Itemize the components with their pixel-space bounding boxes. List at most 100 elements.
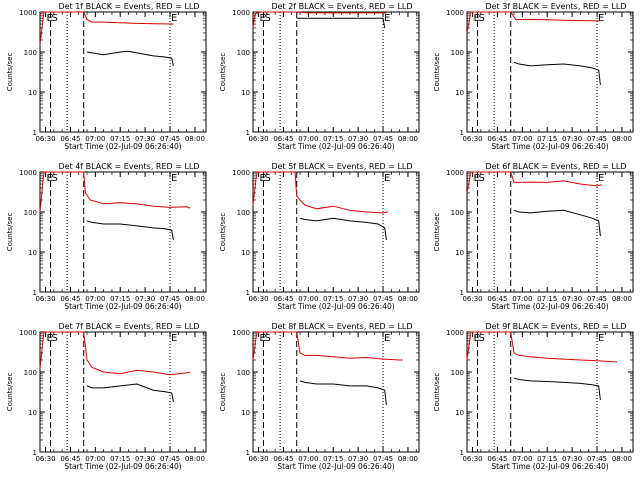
x-tick-label: 07:30 (562, 295, 582, 303)
event-marker-label: S (479, 333, 485, 344)
x-axis-label: Start Time (02-Jul-09 06:26:40) (277, 302, 394, 311)
x-tick-label: 07:00 (298, 135, 318, 143)
event-marker-label: S (265, 333, 271, 344)
event-marker-label: E (384, 333, 390, 344)
event-marker-label: S (265, 173, 271, 184)
y-axis-label: Counts/sec (6, 373, 14, 412)
series-line-lld (466, 171, 603, 193)
event-marker-label: E (260, 173, 266, 184)
x-axis-label: Start Time (02-Jul-09 06:26:40) (64, 462, 181, 471)
x-tick-label: 08:00 (612, 135, 632, 143)
x-tick-label: 06:30 (462, 295, 482, 303)
event-marker-label: S (479, 13, 485, 24)
y-tick-label: 1 (246, 289, 250, 297)
x-tick-label: 08:00 (612, 295, 632, 303)
x-tick-label: 06:30 (248, 135, 268, 143)
y-tick-label: 1000 (232, 169, 250, 177)
x-tick-label: 07:15 (110, 295, 130, 303)
event-marker-label: S (52, 333, 58, 344)
x-tick-label: 07:15 (323, 295, 343, 303)
series-line-lld (252, 171, 389, 214)
y-tick-label: 1000 (232, 329, 250, 337)
x-tick-label: 07:45 (373, 295, 393, 303)
y-tick-label: 100 (24, 369, 37, 377)
y-tick-label: 1000 (19, 169, 37, 177)
event-marker-label: E (598, 173, 604, 184)
y-tick-label: 10 (455, 249, 464, 257)
chart-panel-8: Det 8f BLACK = Events, RED = LLD 1 10 100 10… (219, 322, 420, 471)
plot-frame (39, 171, 207, 293)
y-tick-label: 10 (241, 409, 250, 417)
x-tick-label: 07:15 (110, 135, 130, 143)
x-tick-label: 07:00 (85, 135, 105, 143)
x-tick-label: 07:45 (587, 295, 607, 303)
y-tick-label: 1 (33, 129, 37, 137)
series-line-events (513, 209, 601, 237)
x-tick-label: 07:45 (160, 455, 180, 463)
y-tick-label: 10 (28, 249, 37, 257)
x-tick-label: 07:30 (562, 135, 582, 143)
y-axis-label: Counts/sec (433, 213, 441, 252)
series-line-lld (39, 11, 174, 46)
plot-frame (252, 11, 420, 133)
x-tick-label: 06:30 (248, 295, 268, 303)
x-tick-label: 07:30 (135, 135, 155, 143)
event-marker-label: E (474, 173, 480, 184)
x-tick-label: 06:45 (487, 455, 507, 463)
x-tick-label: 07:15 (537, 295, 557, 303)
y-tick-label: 1 (460, 449, 464, 457)
event-marker-label: E (171, 13, 177, 24)
y-axis-label: Counts/sec (219, 53, 227, 92)
chart-title: Det 7f BLACK = Events, RED = LLD (58, 322, 199, 331)
event-marker-label: E (171, 333, 177, 344)
chart-panel-2: Det 2f BLACK = Events, RED = LLD 1 10 100 10… (219, 2, 420, 151)
x-tick-label: 08:00 (185, 455, 205, 463)
x-tick-label: 06:45 (487, 295, 507, 303)
chart-panel-9: Det 9f BLACK = Events, RED = LLD 1 10 100 10… (433, 322, 634, 471)
y-tick-label: 1000 (446, 9, 464, 17)
x-tick-label: 07:15 (537, 135, 557, 143)
x-axis-label: Start Time (02-Jul-09 06:26:40) (277, 462, 394, 471)
y-tick-label: 100 (237, 49, 250, 57)
y-tick-label: 100 (451, 49, 464, 57)
x-tick-label: 07:45 (587, 135, 607, 143)
x-axis-label: Start Time (02-Jul-09 06:26:40) (491, 302, 608, 311)
series-line-events (513, 377, 601, 401)
series-line-events (296, 17, 386, 28)
y-tick-label: 100 (24, 49, 37, 57)
x-axis-label: Start Time (02-Jul-09 06:26:40) (491, 462, 608, 471)
y-tick-label: 10 (455, 89, 464, 97)
x-axis-label: Start Time (02-Jul-09 06:26:40) (64, 302, 181, 311)
event-marker-label: E (47, 13, 53, 24)
event-marker-label: S (52, 13, 58, 24)
x-tick-label: 07:45 (373, 455, 393, 463)
event-marker-label: E (260, 333, 266, 344)
event-marker-label: E (260, 13, 266, 24)
y-axis-label: Counts/sec (6, 53, 14, 92)
x-axis-label: Start Time (02-Jul-09 06:26:40) (491, 142, 608, 151)
x-tick-label: 08:00 (185, 295, 205, 303)
chart-panel-7: Det 7f BLACK = Events, RED = LLD 1 10 100 10… (6, 322, 207, 471)
series-line-events (86, 383, 174, 402)
series-line-events (299, 380, 387, 406)
y-tick-label: 10 (455, 409, 464, 417)
plot-frame (39, 331, 207, 453)
x-tick-label: 07:45 (587, 455, 607, 463)
x-tick-label: 07:00 (512, 295, 532, 303)
y-tick-label: 10 (28, 409, 37, 417)
y-tick-label: 1 (246, 449, 250, 457)
y-axis-label: Counts/sec (219, 373, 227, 412)
chart-panel-5: Det 5f BLACK = Events, RED = LLD 1 10 100 10… (219, 162, 420, 311)
y-axis-label: Counts/sec (433, 373, 441, 412)
x-tick-label: 07:15 (110, 455, 130, 463)
x-tick-label: 07:30 (135, 295, 155, 303)
x-axis-label: Start Time (02-Jul-09 06:26:40) (277, 142, 394, 151)
x-tick-label: 06:45 (487, 135, 507, 143)
event-marker-label: E (384, 173, 390, 184)
x-tick-label: 08:00 (398, 135, 418, 143)
x-tick-label: 07:00 (85, 295, 105, 303)
x-tick-label: 06:30 (35, 295, 55, 303)
y-tick-label: 1 (460, 289, 464, 297)
chart-title: Det 3f BLACK = Events, RED = LLD (485, 2, 626, 11)
x-tick-label: 07:15 (323, 135, 343, 143)
